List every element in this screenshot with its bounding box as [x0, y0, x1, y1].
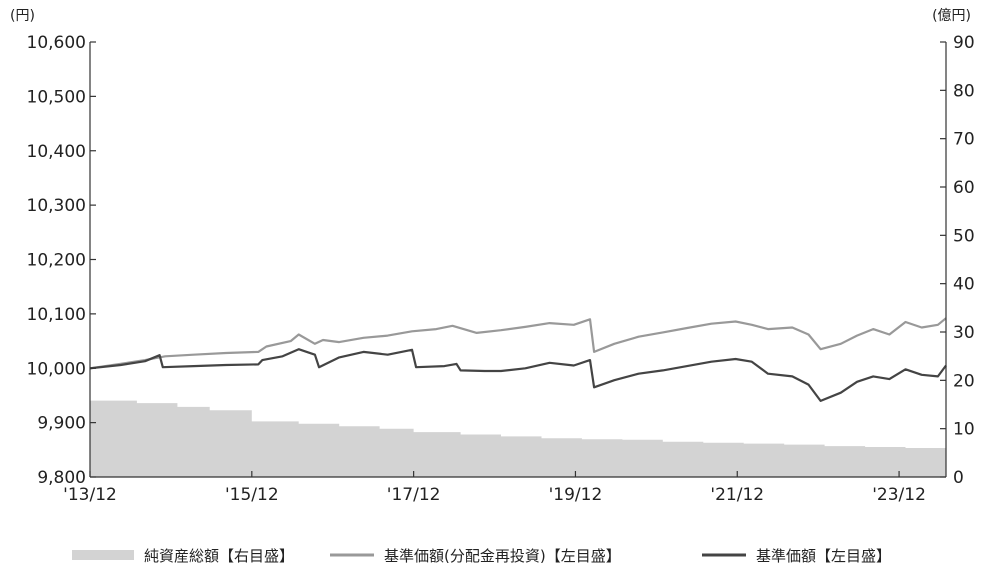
right-tick-label: 70: [953, 130, 975, 150]
left-axis-unit: (円): [10, 8, 35, 24]
x-tick-label: '23/12: [872, 485, 926, 505]
series-net-assets-area: [90, 400, 946, 477]
right-tick-label: 50: [953, 226, 975, 246]
series-nav-line: [89, 348, 947, 402]
right-tick-label: 10: [953, 420, 975, 440]
left-tick-label: 9,800: [37, 468, 86, 488]
legend-label: 基準価額(分配金再投資)【左目盛】: [384, 547, 621, 565]
left-tick-label: 10,000: [27, 359, 86, 379]
x-tick-label: '21/12: [710, 485, 764, 505]
x-tick-label: '15/12: [225, 485, 279, 505]
left-tick-label: 10,300: [27, 196, 86, 216]
right-tick-label: 80: [953, 81, 975, 101]
right-tick-label: 30: [953, 323, 975, 343]
legend-label: 純資産総額【右目盛】: [144, 547, 294, 565]
legend-swatch-net-assets: [72, 550, 134, 560]
legend: 純資産総額【右目盛】 基準価額(分配金再投資)【左目盛】 基準価額【左目盛】: [72, 547, 891, 565]
left-tick-label: 9,900: [37, 414, 86, 434]
left-tick-label: 10,400: [27, 142, 86, 162]
line-layer: [89, 317, 947, 402]
left-tick-label: 10,100: [27, 305, 86, 325]
x-tick-label: '13/12: [63, 485, 117, 505]
left-tick-label: 10,200: [27, 251, 86, 271]
right-tick-label: 60: [953, 178, 975, 198]
right-tick-label: 20: [953, 371, 975, 391]
axes-layer: 9,800 9,900 10,000 10,100 10,200 10,300 10,400…: [10, 8, 975, 505]
area-layer: [90, 400, 946, 477]
legend-label: 基準価額【左目盛】: [756, 547, 891, 565]
series-nav-reinvested-line: [89, 317, 947, 370]
right-tick-label: 40: [953, 275, 975, 295]
left-tick-label: 10,500: [27, 87, 86, 107]
x-tick-label: '17/12: [387, 485, 441, 505]
x-tick-label: '19/12: [549, 485, 603, 505]
right-tick-label: 0: [953, 468, 964, 488]
left-tick-label: 10,600: [27, 33, 86, 53]
right-axis-unit: (億円): [932, 8, 971, 24]
right-tick-label: 90: [953, 33, 975, 53]
